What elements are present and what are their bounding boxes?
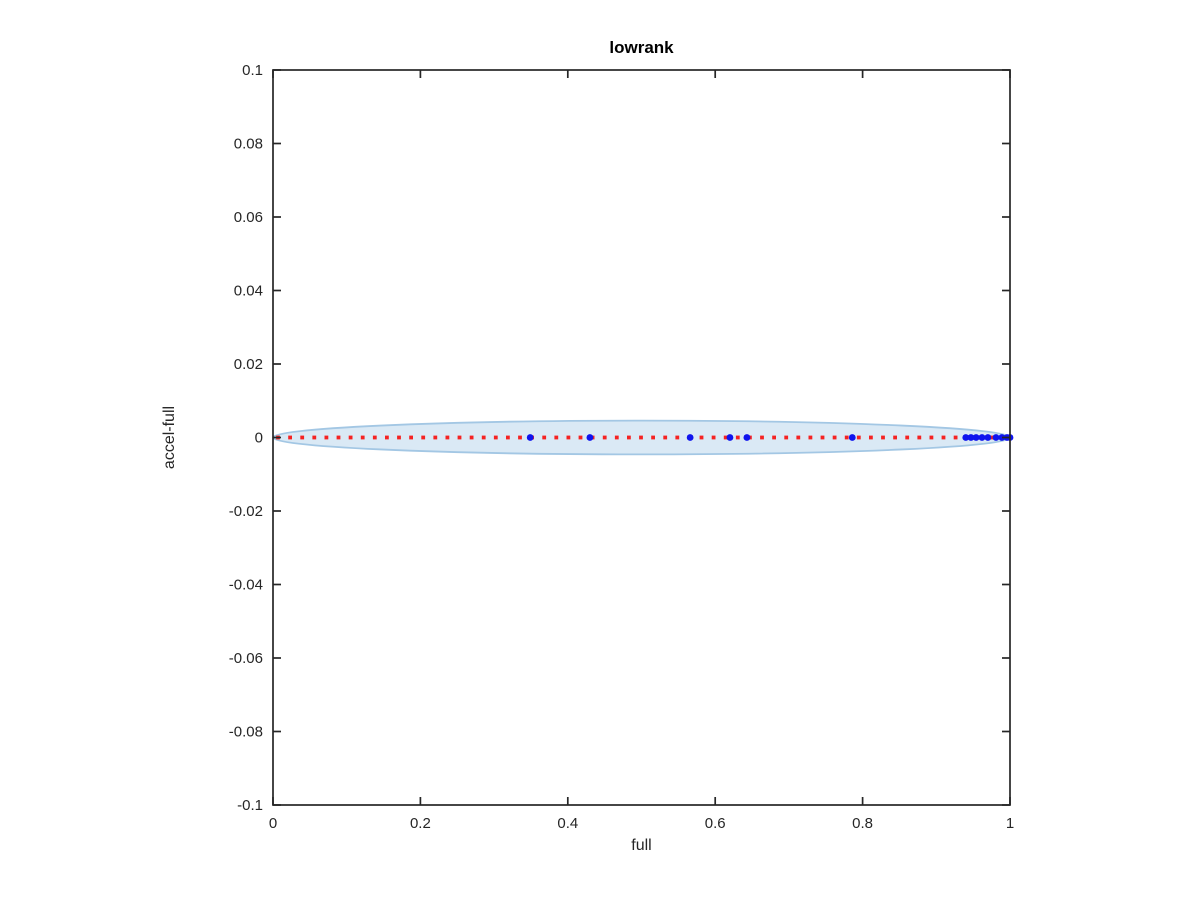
y-tick-label: 0 <box>255 430 263 447</box>
x-axis-label: full <box>631 837 651 854</box>
y-axis-label: accel-full <box>161 406 178 469</box>
scatter-points <box>526 434 1014 441</box>
x-tick-label: 1 <box>1006 815 1014 832</box>
y-tick-label: 0.1 <box>242 62 263 79</box>
x-tick-label: 0.8 <box>852 815 873 832</box>
y-tick-label: -0.08 <box>229 724 263 741</box>
y-tick-label: -0.06 <box>229 650 263 667</box>
y-axis-ticks <box>273 69 1010 806</box>
y-tick-labels: -0.1 -0.08 -0.06 -0.04 -0.02 0 0.02 0.04 0.06 0.0… <box>229 62 263 814</box>
x-axis-ticks <box>272 70 1011 805</box>
x-tick-labels: 0 0.2 0.4 0.6 0.8 1 <box>269 815 1014 832</box>
x-tick-label: 0.4 <box>557 815 578 832</box>
reference-line <box>276 435 1006 440</box>
y-tick-label: 0.04 <box>234 283 263 300</box>
y-tick-label: -0.04 <box>229 577 263 594</box>
y-tick-label: 0.08 <box>234 136 263 153</box>
x-tick-label: 0.2 <box>410 815 431 832</box>
x-tick-label: 0 <box>269 815 277 832</box>
y-tick-label: -0.1 <box>237 797 263 814</box>
y-tick-label: -0.02 <box>229 503 263 520</box>
y-tick-label: 0.06 <box>234 209 263 226</box>
y-tick-label: 0.02 <box>234 356 263 373</box>
chart-title: lowrank <box>609 38 674 57</box>
x-tick-label: 0.6 <box>705 815 726 832</box>
